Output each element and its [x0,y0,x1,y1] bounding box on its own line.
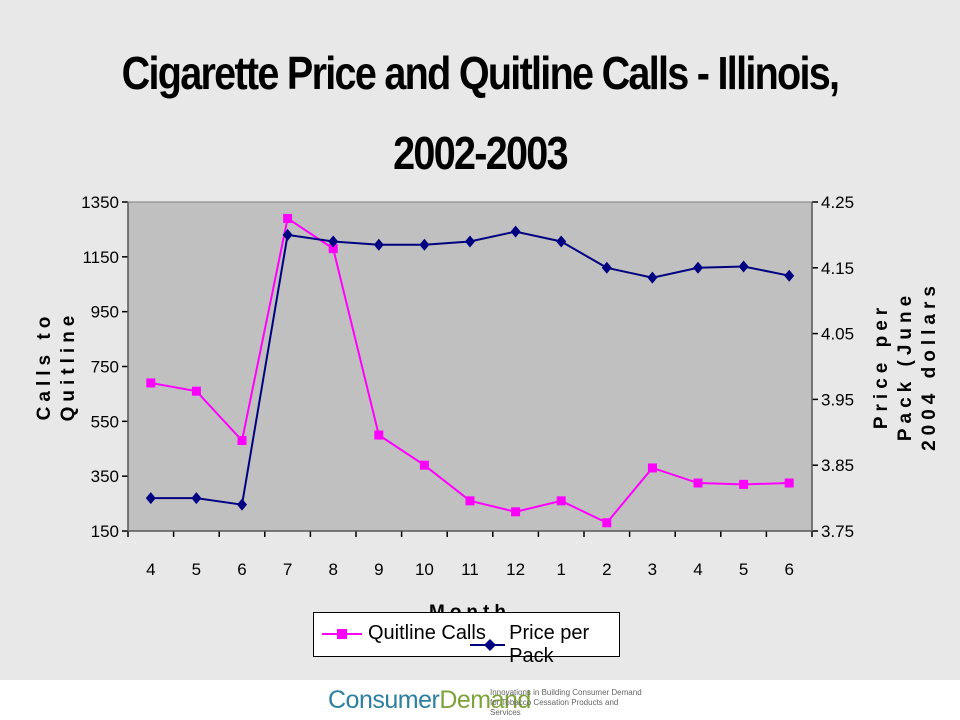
brand-logo: ConsumerDemand [328,686,531,715]
x-tick-label: 4 [146,560,155,579]
x-axis: 4 5 6 7 8 9 10 11 12 1 2 3 4 5 6 [127,530,813,579]
x-tick-label: 9 [374,560,383,579]
x-tick-label: 1 [556,560,565,579]
data-point-price-per-pack [419,238,430,251]
data-point-quitline-calls [693,478,703,488]
data-point-quitline-calls [328,244,338,254]
data-point-price-per-pack [647,271,658,284]
data-point-price-per-pack [693,261,703,274]
magenta-square-marker-icon [322,628,362,639]
legend-label-price-per-pack: Price per Pack [509,622,590,667]
data-point-quitline-calls [191,386,201,396]
left-axis-label-line1: Calls to [34,312,55,421]
series-layer [127,201,813,532]
legend-item-price-per-pack: Price per Pack [468,622,619,668]
chart-title-line1: Cigarette Price and Quitline Calls - Ill… [121,47,840,99]
left-tick-label: 950 [91,303,119,322]
left-tick-label: 1350 [81,193,119,212]
right-axis-label-line3: 2004 dollars [919,281,940,451]
left-tick-label: 150 [91,522,119,541]
x-tick-label: 6 [237,560,246,579]
data-point-quitline-calls [784,478,794,488]
chart-legend: Quitline Calls Price per Pack [313,612,620,667]
right-tick-label: 3.85 [821,456,854,475]
data-point-quitline-calls [374,430,384,440]
data-point-price-per-pack [145,492,156,505]
data-point-quitline-calls [602,518,612,528]
left-tick-label: 750 [91,358,119,377]
brand-name-part1: Consumer [328,686,440,714]
footer-bar: ConsumerDemand Innovations in Building C… [0,680,960,720]
data-point-price-per-pack [328,235,339,248]
right-axis-label-line1: Price per [871,303,892,429]
left-tick-label: 350 [91,467,119,486]
data-point-price-per-pack [282,228,293,241]
x-tick-label: 5 [739,560,748,579]
data-point-quitline-calls [511,507,521,517]
data-point-quitline-calls [647,463,657,473]
data-point-quitline-calls [146,378,156,388]
navy-diamond-marker-icon [470,639,506,651]
right-tick-label: 4.15 [821,259,854,278]
legend-item-quitline-calls: Quitline Calls [320,622,486,645]
data-point-price-per-pack [237,498,247,511]
brand-tagline-line2: for Tobacco Cessation Products and Servi… [490,698,619,717]
data-point-quitline-calls [237,436,247,446]
left-axis-label: Calls to Quitline [34,311,79,422]
x-tick-label: 10 [415,560,434,579]
x-tick-label: 5 [192,560,201,579]
data-point-quitline-calls [283,213,293,223]
brand-tagline: Innovations in Building Consumer Demand … [490,688,650,718]
right-tick-label: 3.95 [821,390,854,409]
data-point-quitline-calls [419,460,429,470]
right-axis-label: Price per Pack (June 2004 dollars [871,281,940,451]
legend-label-quitline-calls: Quitline Calls [368,622,486,644]
line-chart: 1350 1150 950 750 550 350 150 4.25 4.15 4.05 3.95… [34,193,940,623]
data-point-price-per-pack [510,225,521,238]
data-point-price-per-pack [601,261,612,274]
plot-area [128,202,812,531]
chart-title-line2: 2002-2003 [393,127,568,179]
data-point-price-per-pack [784,269,795,282]
plot-border [127,201,813,532]
data-point-quitline-calls [465,496,475,506]
right-tick-label: 3.75 [821,522,854,541]
left-tick-label: 1150 [82,248,119,267]
left-tick-label: 550 [91,412,119,431]
series-price-per-pack [145,225,795,511]
x-tick-label: 12 [506,560,525,579]
series-quitline-calls [146,213,794,528]
x-tick-label: 11 [461,560,479,579]
brand-name-part2: Demand [439,686,531,714]
data-point-quitline-calls [739,479,749,489]
right-y-axis: 4.25 4.15 4.05 3.95 3.85 3.75 [811,193,854,541]
x-tick-label: 6 [784,560,793,579]
data-point-price-per-pack [556,235,567,248]
x-tick-label: 3 [648,560,657,579]
x-tick-label: 8 [328,560,337,579]
x-tick-label: 4 [693,560,702,579]
left-axis-label-line2: Quitline [58,311,79,422]
brand-tagline-line1: Innovations in Building Consumer Demand [490,688,642,697]
data-point-price-per-pack [738,260,749,273]
data-point-price-per-pack [191,492,202,505]
right-tick-label: 4.25 [821,193,854,212]
data-point-quitline-calls [556,496,566,506]
right-tick-label: 4.05 [821,325,854,344]
x-tick-label: 2 [602,560,611,579]
data-point-price-per-pack [373,238,384,251]
left-y-axis: 1350 1150 950 750 550 350 150 [81,193,129,541]
right-axis-label-line2: Pack (June [895,291,916,441]
data-point-price-per-pack [465,235,475,248]
x-tick-label: 7 [283,560,292,579]
